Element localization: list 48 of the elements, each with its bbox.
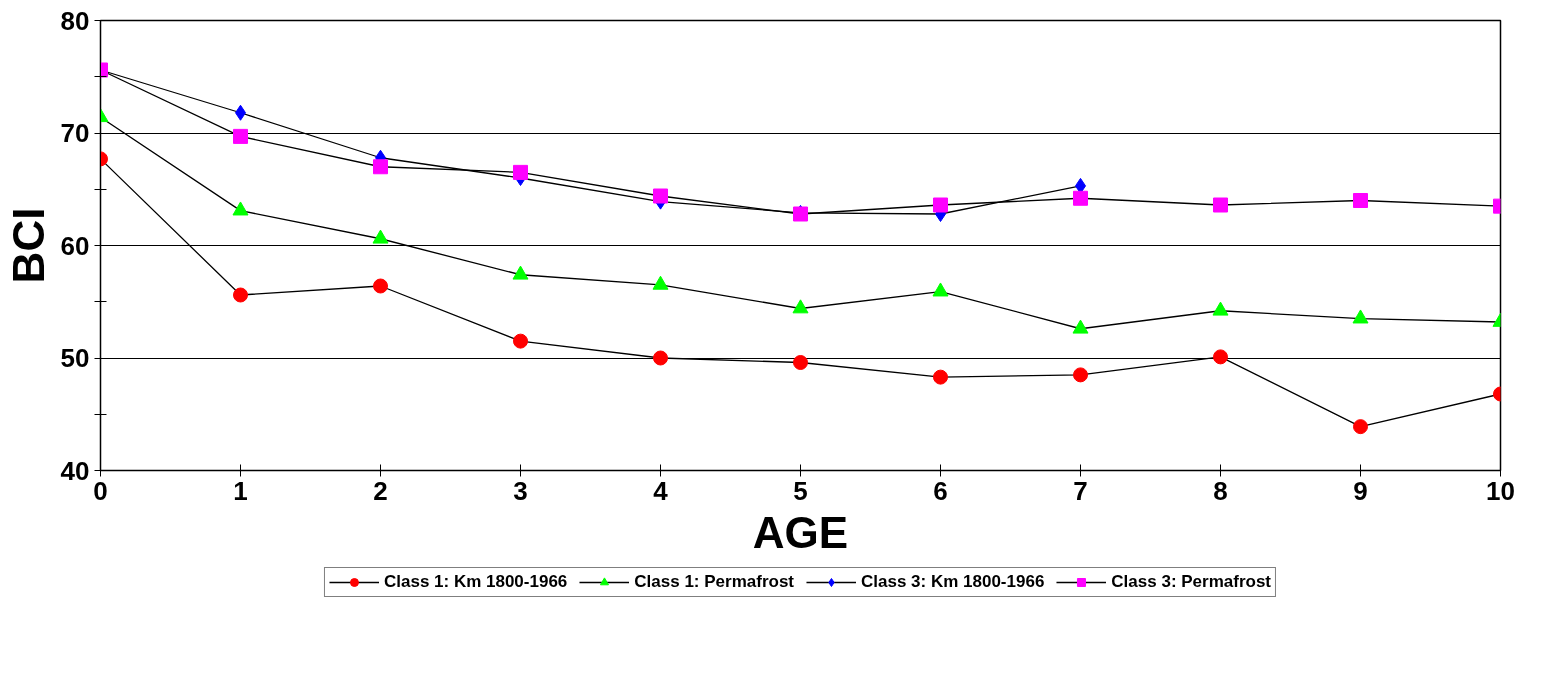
x-tick-label: 4: [653, 475, 669, 506]
point: [1353, 419, 1368, 435]
point: [1073, 190, 1088, 206]
legend-label: Class 1: Km 1800-1966: [383, 572, 568, 592]
point: [1212, 301, 1229, 316]
legend-label: Class 3: Permafrost: [1111, 572, 1272, 592]
point: [1352, 309, 1369, 324]
point: [653, 188, 668, 204]
point: [232, 201, 249, 216]
point: [233, 287, 248, 303]
x-tick-label: 6: [933, 475, 948, 506]
point: [373, 159, 388, 175]
y-tick-label: 50: [60, 343, 90, 373]
point: [1353, 193, 1368, 208]
x-tick-label: 9: [1353, 475, 1368, 506]
point: [1072, 319, 1089, 334]
x-tick-label: 3: [513, 475, 528, 506]
point: [933, 197, 948, 213]
x-tick-label: 1: [233, 475, 248, 506]
point: [513, 333, 528, 349]
y-tick-label: 40: [60, 455, 90, 486]
point: [1213, 197, 1228, 213]
point: [932, 282, 949, 297]
legend-label: Class 3: Km 1800-1966: [861, 572, 1045, 592]
point: [372, 229, 389, 244]
point: [1213, 349, 1228, 365]
point: [1073, 367, 1088, 383]
point: [513, 164, 528, 180]
point: [233, 128, 248, 144]
y-tick-label: 80: [60, 5, 90, 36]
y-axis-title: BCI: [3, 207, 53, 284]
x-tick-label: 8: [1213, 475, 1228, 506]
x-tick-label: 5: [793, 475, 808, 506]
x-tick-label: 2: [373, 475, 388, 506]
point: [933, 369, 948, 385]
x-axis-title: AGE: [752, 507, 849, 557]
y-tick-label: 70: [60, 118, 90, 148]
point: [653, 350, 668, 366]
x-tick-label: 10: [1486, 475, 1515, 506]
legend-label: Class 1: Permafrost: [634, 572, 794, 592]
x-tick-label: 0: [93, 475, 108, 506]
point: [793, 355, 808, 370]
point: [512, 265, 529, 280]
point: [792, 299, 809, 314]
y-tick-label: 60: [60, 230, 90, 261]
x-tick-label: 7: [1073, 475, 1088, 506]
point: [373, 278, 388, 294]
point: [652, 275, 669, 290]
